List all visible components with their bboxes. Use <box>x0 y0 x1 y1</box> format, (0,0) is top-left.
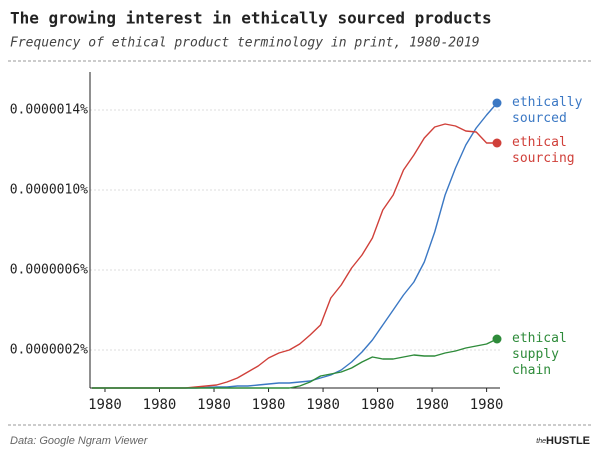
source-note: Data: Google Ngram Viewer <box>10 435 149 447</box>
brand-main: HUSTLE <box>546 435 590 447</box>
y-tick-label: 0.0000002% <box>10 343 88 358</box>
x-tick-label: 1980 <box>252 397 286 413</box>
y-tick-label: 0.0000010% <box>10 183 88 198</box>
x-tick-label: 1980 <box>361 397 395 413</box>
x-tick-label: 1980 <box>415 397 449 413</box>
x-tick-label: 1980 <box>306 397 340 413</box>
series-line <box>92 123 497 389</box>
series-line <box>92 102 498 389</box>
x-tick-label: 1980 <box>88 397 122 413</box>
chart-title: The growing interest in ethically source… <box>10 9 492 28</box>
end-dot <box>492 138 502 148</box>
y-tick-label: 0.0000006% <box>10 263 88 278</box>
brand-small: the <box>536 438 546 445</box>
series-line <box>92 338 498 389</box>
chart-subtitle: Frequency of ethical product terminology… <box>10 36 480 51</box>
y-tick-label: 0.0000014% <box>10 103 88 118</box>
x-tick-label: 1980 <box>197 397 231 413</box>
legend-label: ethically sourced <box>512 95 583 126</box>
end-dot <box>492 98 502 108</box>
legend-label: ethical sourcing <box>512 135 575 166</box>
x-tick-label: 1980 <box>143 397 177 413</box>
brand-logo: theHUSTLE <box>536 435 590 447</box>
x-tick-label: 1980 <box>470 397 504 413</box>
end-dot <box>492 334 502 344</box>
legend-label: ethical supply chain <box>512 331 567 378</box>
